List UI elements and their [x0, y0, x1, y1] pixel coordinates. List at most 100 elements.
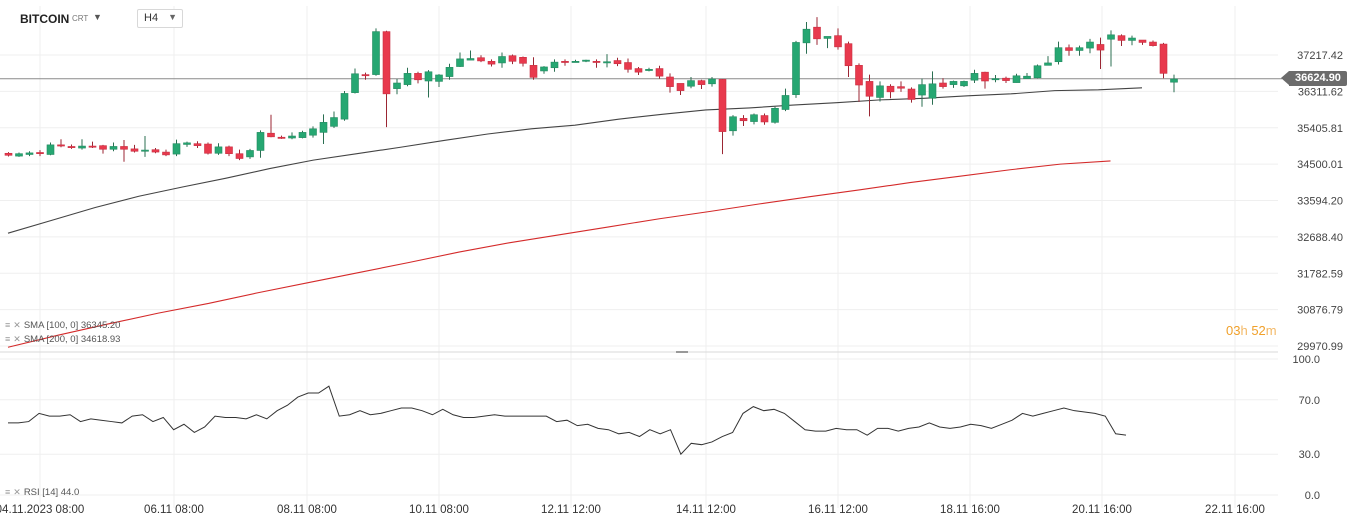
candle-body	[918, 84, 926, 96]
candle-body	[372, 31, 380, 75]
countdown-hours-unit: h	[1240, 323, 1248, 338]
settings-menu-icon[interactable]: ≡	[5, 334, 11, 344]
candle	[403, 67, 412, 87]
candle-body	[309, 128, 317, 136]
candle	[918, 78, 926, 107]
close-icon[interactable]: ✕	[13, 487, 21, 497]
candle	[676, 83, 685, 96]
candle-body	[382, 31, 391, 95]
candle-body	[256, 132, 265, 151]
candle-body	[141, 149, 149, 152]
candle-body	[46, 144, 55, 155]
candle	[256, 130, 265, 158]
candle-body	[351, 73, 359, 93]
candle	[466, 50, 475, 61]
candle	[519, 56, 527, 67]
candle-body	[981, 71, 989, 82]
candle	[1138, 39, 1147, 45]
sma200-legend: ≡ ✕ SMA [200, 0] 34618.93	[5, 334, 120, 345]
candle	[225, 145, 233, 157]
settings-menu-icon[interactable]: ≡	[5, 320, 11, 330]
candle-body	[466, 58, 475, 61]
candle-body	[592, 61, 601, 63]
gridlines	[0, 6, 1278, 508]
candle-body	[1044, 62, 1052, 66]
candle	[351, 68, 359, 94]
candle-body	[235, 153, 244, 159]
symbol-suffix: CRT	[72, 14, 89, 23]
candle	[382, 30, 391, 128]
settings-menu-icon[interactable]: ≡	[5, 487, 11, 497]
candle-body	[340, 93, 349, 120]
candle	[1044, 56, 1052, 66]
candle	[57, 139, 65, 148]
candle	[928, 71, 937, 105]
candle	[1086, 38, 1094, 54]
candle	[330, 111, 338, 128]
candle-body	[582, 59, 590, 62]
candle	[172, 139, 181, 157]
sma100-legend: ≡ ✕ SMA [100, 0] 36345.20	[5, 320, 120, 331]
candle	[624, 58, 632, 73]
candle	[655, 65, 664, 79]
time-axis-label: 12.11 12:00	[541, 504, 601, 516]
candle	[1065, 44, 1073, 56]
candle-countdown: 03h 52m	[1226, 323, 1277, 338]
candle	[886, 84, 895, 99]
candle-body	[718, 79, 727, 132]
candle-body	[928, 83, 937, 99]
candle-body	[1138, 39, 1147, 43]
candle-body	[204, 143, 212, 154]
rsi-legend: ≡ ✕ RSI [14] 44.0	[5, 487, 79, 498]
candle	[687, 76, 695, 89]
close-icon[interactable]: ✕	[13, 320, 21, 330]
candle-body	[1075, 47, 1084, 51]
time-axis: 04.11.2023 08:00 06.11 08:00 08.11 08:00 10…	[0, 504, 1265, 516]
candle	[529, 57, 538, 80]
time-axis-label: 20.11 16:00	[1072, 504, 1132, 516]
candle-body	[78, 145, 86, 149]
candle	[393, 78, 401, 95]
candle-body	[687, 80, 695, 87]
candle-body	[498, 56, 506, 64]
candle	[298, 130, 307, 139]
price-axis-label: 37217.42	[1297, 50, 1343, 62]
candle	[120, 140, 128, 162]
candle-body	[246, 150, 254, 158]
candle-body	[729, 116, 737, 132]
candle	[487, 59, 496, 67]
sma200-line	[7, 160, 1111, 348]
candle-body	[603, 61, 611, 64]
candle	[939, 78, 947, 89]
candle	[1002, 76, 1010, 84]
candle	[760, 113, 769, 125]
candle	[1033, 64, 1042, 79]
symbol-dropdown-icon[interactable]: ▼	[93, 12, 102, 22]
candle-body	[960, 81, 968, 87]
candle-body	[561, 61, 569, 63]
candle-body	[361, 74, 370, 77]
candle-body	[487, 61, 496, 65]
candle-body	[886, 85, 895, 93]
candle-body	[288, 135, 296, 139]
time-axis-label: 18.11 16:00	[940, 504, 1000, 516]
candle	[183, 141, 191, 147]
candle-body	[67, 146, 76, 148]
candle-body	[750, 114, 758, 122]
timeframe-select[interactable]: H4 ▼	[137, 9, 183, 28]
candle	[204, 142, 212, 155]
candle-body	[991, 78, 1000, 81]
candle	[130, 144, 139, 153]
close-icon[interactable]: ✕	[13, 334, 21, 344]
candle	[151, 148, 160, 154]
symbol-name[interactable]: BITCOIN	[20, 12, 70, 26]
candle	[1012, 73, 1021, 83]
candle	[1128, 35, 1136, 46]
candle-body	[99, 145, 107, 150]
rsi-axis-label: 0.0	[1305, 490, 1320, 502]
candle-body	[823, 36, 832, 39]
candle-body	[298, 132, 307, 138]
candle-body	[435, 74, 443, 82]
candle-body	[225, 146, 233, 154]
